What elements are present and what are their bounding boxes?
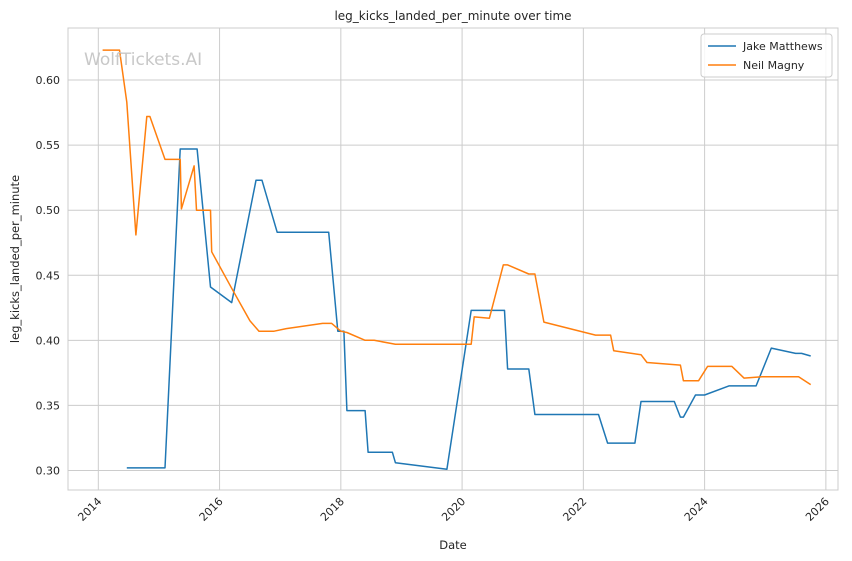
legend-box — [700, 33, 833, 78]
x-axis-title: Date — [439, 538, 467, 552]
plot-area-frame — [67, 27, 839, 491]
y-tick-label: 0.60 — [36, 74, 61, 87]
y-tick-label: 0.35 — [36, 399, 61, 412]
y-tick-label: 0.30 — [36, 464, 61, 477]
legend-label-jake-matthews: Jake Matthews — [742, 40, 823, 53]
y-tick-label: 0.45 — [36, 269, 61, 282]
legend-label-neil-magny: Neil Magny — [743, 59, 805, 72]
y-axis-title: leg_kicks_landed_per_minute — [8, 175, 22, 343]
series-layer — [102, 49, 812, 470]
y-tick-label: 0.40 — [36, 334, 61, 347]
chart-title: leg_kicks_landed_per_minute over time — [334, 9, 571, 23]
legend: Jake Matthews Neil Magny — [700, 33, 833, 78]
watermark: WolfTickets.AI — [84, 50, 202, 70]
series-line-neil-magny — [102, 49, 812, 386]
series-line-jake-matthews — [126, 148, 811, 470]
y-tick-label: 0.55 — [36, 139, 61, 152]
y-tick-label: 0.50 — [36, 204, 61, 217]
